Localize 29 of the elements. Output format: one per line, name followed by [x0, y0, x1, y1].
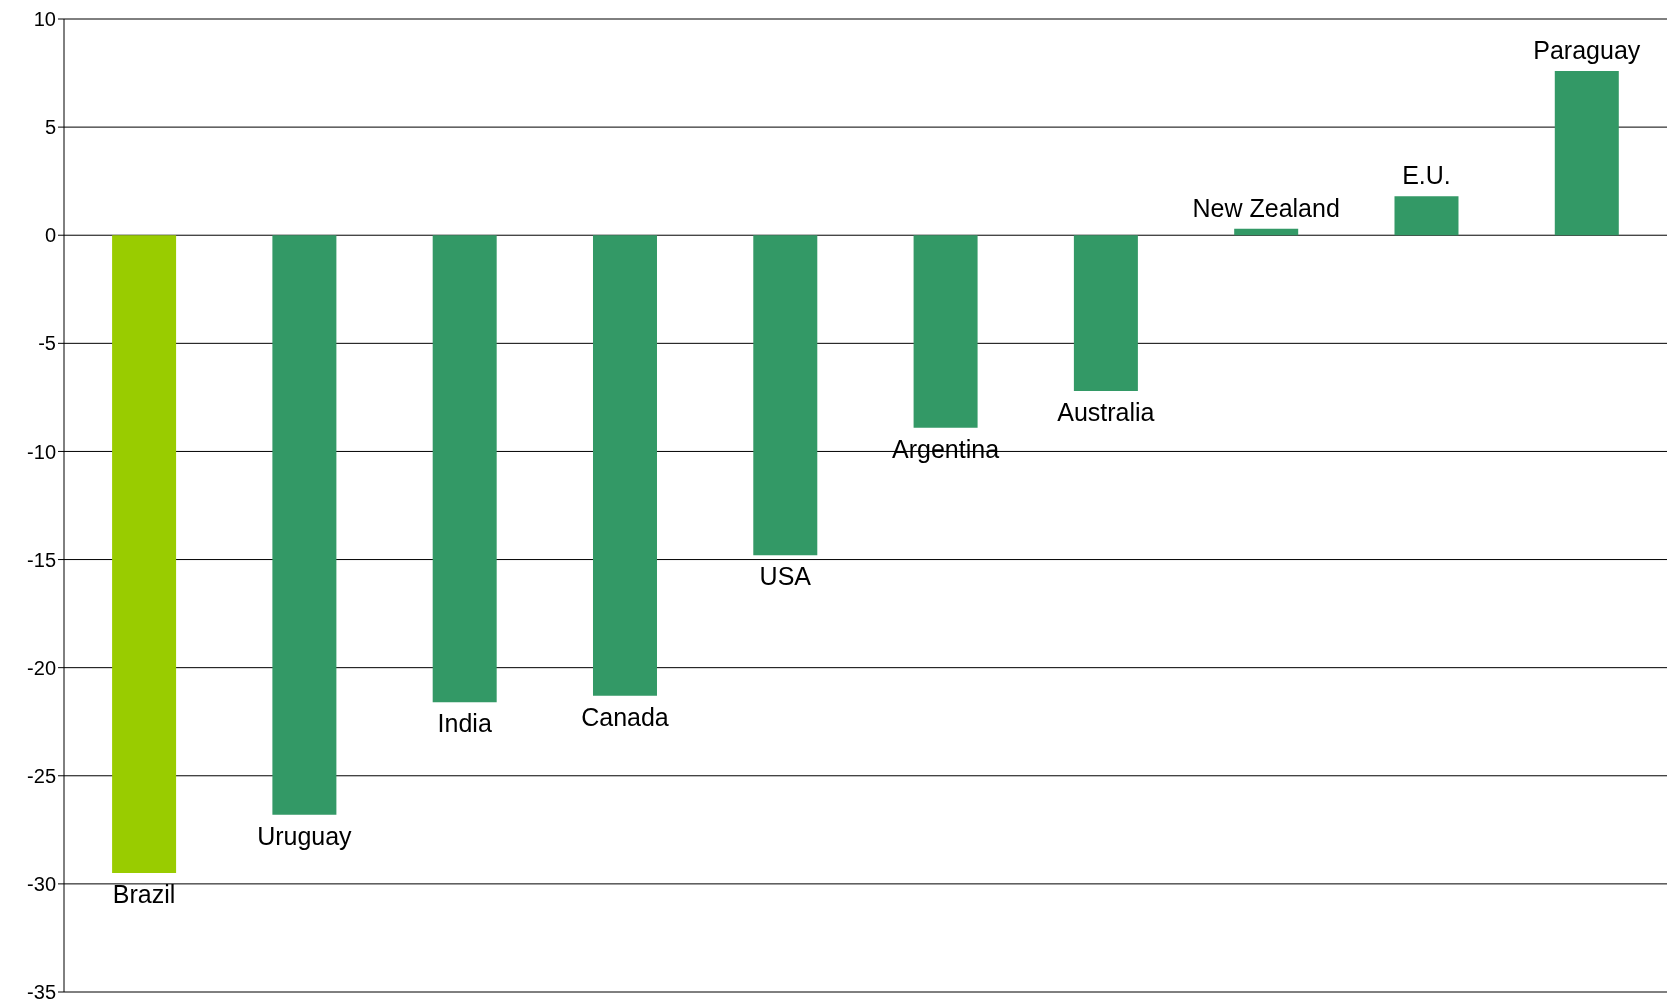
y-tick-label: 10 [33, 8, 56, 31]
bar [1394, 196, 1459, 236]
bar [592, 235, 657, 696]
x-tick-label: E.U. [1402, 161, 1451, 190]
y-tick-label: -35 [27, 981, 56, 1003]
y-tick-label: -10 [27, 440, 56, 463]
x-tick-label: New Zealand [1192, 193, 1340, 222]
bar [1073, 235, 1138, 391]
y-tick-label: 5 [44, 116, 56, 139]
x-tick-label: Paraguay [1533, 35, 1641, 64]
bar [1554, 70, 1619, 236]
x-tick-label: Australia [1057, 397, 1155, 426]
bar [1234, 228, 1299, 236]
bar [913, 235, 978, 428]
x-tick-label: Canada [581, 702, 669, 731]
y-tick-label: -15 [27, 548, 56, 571]
x-tick-label: Uruguay [257, 821, 353, 850]
bar [112, 235, 177, 874]
bar [432, 235, 497, 703]
x-tick-label: India [437, 709, 492, 738]
x-tick-label: Brazil [112, 880, 176, 909]
bar [272, 235, 337, 815]
x-tick-label: USA [759, 562, 812, 591]
y-tick-label: -25 [27, 764, 56, 787]
y-tick-label: -20 [27, 656, 56, 679]
y-tick-label: 0 [44, 224, 56, 247]
y-tick-label: -30 [27, 872, 56, 895]
y-tick-label: -5 [38, 332, 56, 355]
bar [753, 235, 818, 556]
